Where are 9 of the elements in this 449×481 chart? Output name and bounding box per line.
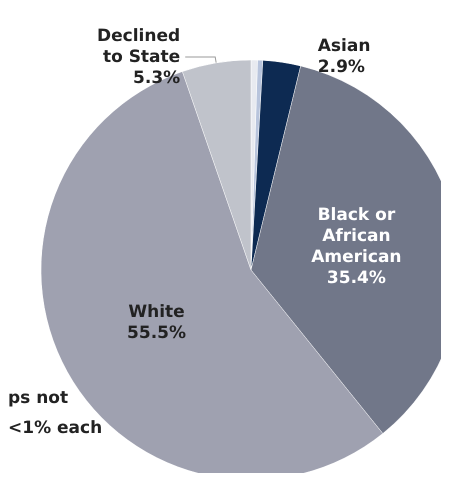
data-label: 5.3% — [133, 68, 180, 88]
data-label: 55.5% — [127, 322, 186, 343]
data-label: 2.9% — [318, 56, 365, 77]
slice-label: White — [128, 302, 185, 322]
slice-label: Asian — [318, 36, 370, 56]
data-label: 35.4% — [326, 268, 386, 288]
slice-label: Declined to State — [97, 26, 180, 67]
text: ps not <1% each — [8, 388, 102, 438]
slice-label: Black or African American — [311, 204, 402, 267]
